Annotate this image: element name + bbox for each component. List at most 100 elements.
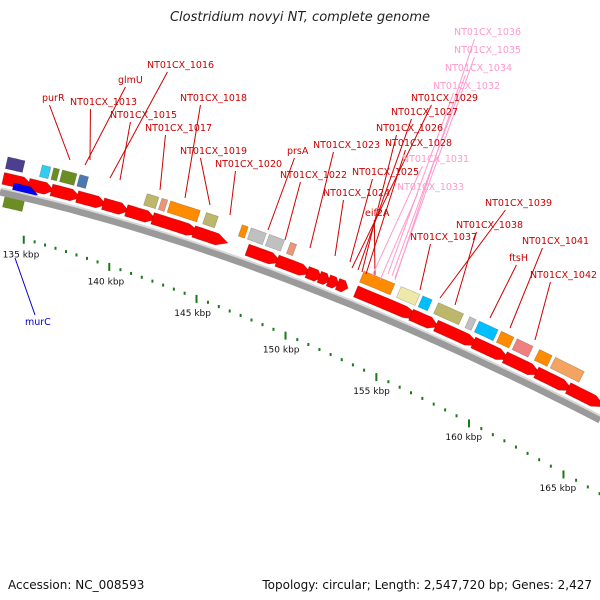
gene-label: NT01CX_1023: [313, 140, 380, 151]
gene-label: NT01CX_1036: [454, 27, 521, 38]
ruler-label: 165 kbp: [540, 484, 577, 494]
map-title: Clostridium novyi NT, complete genome: [169, 10, 431, 25]
leader-line: [489, 264, 517, 319]
gene-label: NT01CX_1017: [145, 123, 212, 134]
feature-block-9: [237, 224, 249, 239]
ruler-label: 155 kbp: [353, 387, 390, 397]
cds-feature-12: [325, 274, 340, 289]
ruler-label: 140 kbp: [88, 277, 125, 287]
gene-label: glmU: [118, 75, 143, 86]
leader-line: [109, 71, 168, 179]
feature-block-18: [473, 320, 499, 342]
gene-label: NT01CX_1038: [456, 220, 523, 231]
leader-line: [14, 257, 36, 316]
cds-feature-17: [470, 336, 511, 360]
leader-line: [357, 118, 412, 271]
gene-label: NT01CX_1031: [402, 154, 469, 165]
leader-line: [365, 149, 406, 275]
gene-label: NT01CX_1022: [280, 170, 347, 181]
cds-feature-18: [501, 351, 542, 376]
feature-block-3: [59, 169, 78, 186]
leader-line: [349, 178, 373, 263]
feature-block-2: [50, 167, 60, 182]
feature-block-12: [286, 241, 298, 257]
feature-block-0: [4, 156, 26, 173]
cds-feature-5: [124, 204, 157, 223]
accession-text: Accession: NC_008593: [8, 578, 145, 592]
cds-feature-7: [191, 225, 229, 246]
feature-tracks: [1, 156, 600, 407]
leader-line: [534, 281, 551, 341]
ruler-label: 135 kbp: [3, 250, 40, 260]
feature-block-15: [417, 295, 433, 312]
ruler-label: 150 kbp: [263, 346, 300, 356]
cds-feature-8: [244, 243, 283, 265]
feature-block-21: [533, 349, 553, 367]
leader-line: [199, 157, 211, 206]
gene-label: NT01CX_1042: [530, 270, 597, 281]
ruler-label: 145 kbp: [174, 309, 211, 319]
leader-line: [361, 134, 397, 273]
feature-block-8: [202, 212, 219, 229]
genome-summary: Topology: circular; Length: 2,547,720 bp…: [262, 578, 592, 592]
feature-block-14: [396, 286, 421, 306]
feature-block-1: [39, 164, 52, 180]
gene-label: NT01CX_1015: [110, 110, 177, 121]
ruler-label: 160 kbp: [445, 433, 482, 443]
leader-line: [119, 121, 131, 181]
gene-label: NT01CX_1028: [385, 138, 452, 149]
gene-label: NT01CX_1016: [147, 60, 214, 71]
gene-label: NT01CX_1035: [454, 45, 521, 56]
leader-line: [387, 92, 454, 275]
leader-line: [371, 165, 423, 277]
feature-block-4: [76, 174, 89, 189]
cds-feature-11: [316, 270, 331, 286]
cds-feature-19: [533, 366, 574, 391]
leader-line: [509, 247, 543, 329]
gene-label: NT01CX_1041: [522, 236, 589, 247]
feature-block-13: [359, 270, 396, 296]
leader-line: [391, 74, 466, 277]
cds-feature-3: [75, 190, 108, 209]
leader-line: [351, 104, 432, 269]
gene-label: NT01CX_1020: [215, 159, 282, 170]
gene-label: NT01CX_1026: [376, 123, 443, 134]
leader-line: [267, 157, 295, 231]
feature-block-6: [157, 197, 169, 212]
cds-feature-4: [101, 197, 130, 215]
gene-label: NT01CX_1019: [180, 146, 247, 157]
feature-block-10: [246, 227, 267, 245]
cds-feature-2: [49, 183, 82, 202]
leader-line: [84, 86, 126, 166]
gene-label: NT01CX_1037: [410, 232, 477, 243]
feature-block-17: [464, 316, 477, 331]
gene-label: eif2A: [365, 208, 390, 219]
gene-labels: purR glmU NT01CX_1016 NT01CX_1013 NT01CX_101…: [14, 27, 597, 341]
cds-feature-13: [334, 278, 349, 293]
gene-label: NT01CX_1029: [411, 93, 478, 104]
leader-line: [439, 209, 506, 299]
leader-line: [159, 134, 166, 191]
feature-block-7: [166, 200, 201, 223]
cds-feature-0: [1, 172, 33, 190]
gene-label: NT01CX_1018: [180, 93, 247, 104]
gene-label: NT01CX_1032: [433, 81, 500, 92]
leader-line: [48, 104, 71, 161]
leader-line: [184, 104, 201, 199]
leader-line: [454, 231, 477, 306]
cds-feature-10: [304, 266, 323, 282]
cds-feature-9: [274, 254, 313, 276]
backbone-band: [0, 188, 600, 424]
gene-label: NT01CX_1027: [391, 107, 458, 118]
feature-block-20: [511, 338, 534, 358]
leader-line: [284, 181, 301, 241]
gene-label: ftsH: [509, 253, 528, 264]
gene-label: NT01CX_1025: [352, 167, 419, 178]
feature-block-16: [433, 302, 464, 326]
leader-line: [229, 170, 236, 216]
gene-label: purR: [42, 93, 65, 104]
gene-label: murC: [25, 317, 51, 328]
ruler: 135 kbp 140 kbp 145 kbp 150 kbp 155 kbp 160 k…: [3, 235, 600, 496]
cds-feature-20: [564, 382, 600, 407]
